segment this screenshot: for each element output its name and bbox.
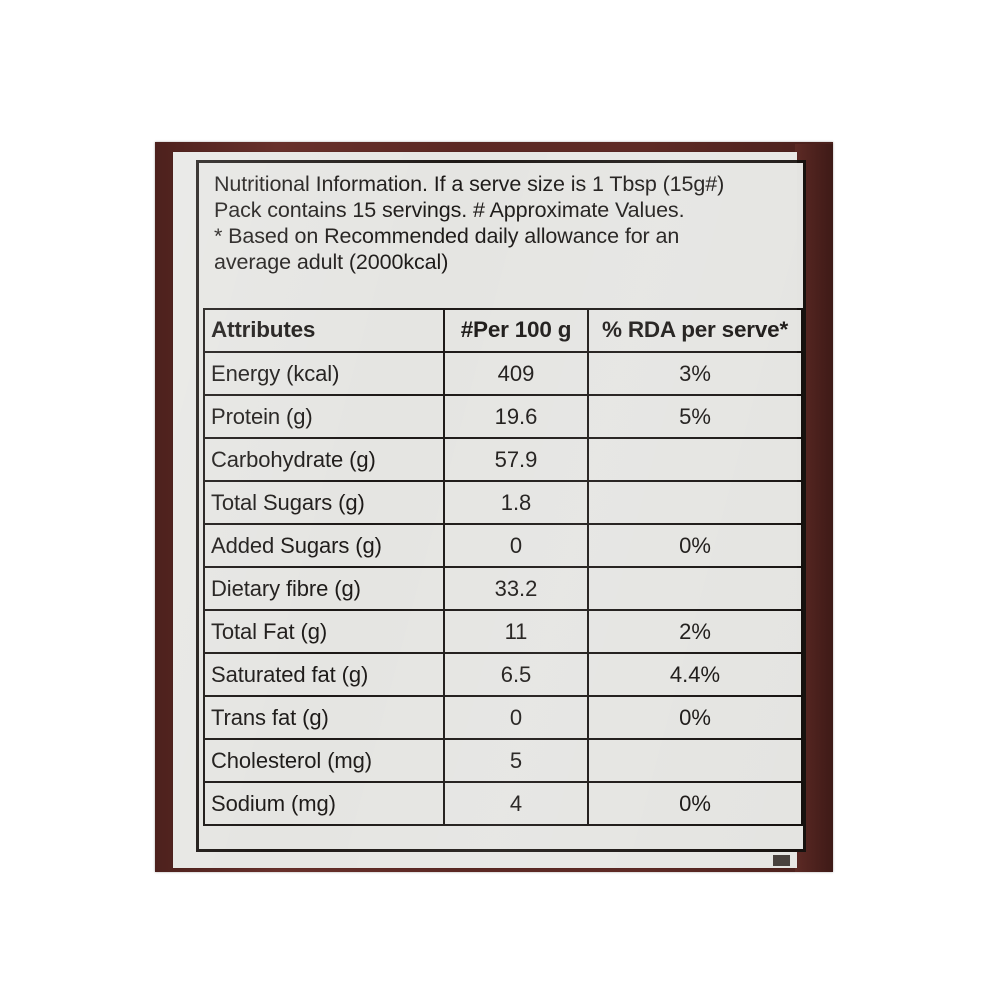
cell-rda: 2% <box>587 609 803 654</box>
cell-rda: 3% <box>587 351 803 396</box>
table-row: Total Sugars (g) 1.8 <box>203 480 803 525</box>
cell-rda: 4.4% <box>587 652 803 697</box>
cell-rda <box>587 566 803 611</box>
table-body: Energy (kcal) 409 3% Protein (g) 19.6 5% Carbo… <box>203 351 803 826</box>
table-row: Cholesterol (mg) 5 <box>203 738 803 783</box>
cell-per-100g: 19.6 <box>443 394 589 439</box>
table-row: Dietary fibre (g) 33.2 <box>203 566 803 611</box>
cell-rda: 0% <box>587 781 803 826</box>
cell-attribute: Added Sugars (g) <box>203 523 445 568</box>
cell-rda: 0% <box>587 695 803 740</box>
table-row: Trans fat (g) 0 0% <box>203 695 803 740</box>
table-row: Saturated fat (g) 6.5 4.4% <box>203 652 803 697</box>
cell-rda: 5% <box>587 394 803 439</box>
table-row: Total Fat (g) 11 2% <box>203 609 803 654</box>
cell-attribute: Trans fat (g) <box>203 695 445 740</box>
table-header-row: Attributes #Per 100 g % RDA per serve* <box>203 308 803 353</box>
header-attributes: Attributes <box>203 308 445 353</box>
cell-attribute: Energy (kcal) <box>203 351 445 396</box>
table-row: Carbohydrate (g) 57.9 <box>203 437 803 482</box>
nutrition-table: Attributes #Per 100 g % RDA per serve* E… <box>203 308 803 826</box>
cell-per-100g: 57.9 <box>443 437 589 482</box>
header-rda-per-serve: % RDA per serve* <box>587 308 803 353</box>
table-row: Sodium (mg) 4 0% <box>203 781 803 826</box>
table-row: Energy (kcal) 409 3% <box>203 351 803 396</box>
cell-per-100g: 33.2 <box>443 566 589 611</box>
cell-rda <box>587 437 803 482</box>
cell-attribute: Carbohydrate (g) <box>203 437 445 482</box>
cell-per-100g: 0 <box>443 695 589 740</box>
table-row: Added Sugars (g) 0 0% <box>203 523 803 568</box>
cell-rda <box>587 480 803 525</box>
cell-attribute: Dietary fibre (g) <box>203 566 445 611</box>
table-header: Attributes #Per 100 g % RDA per serve* <box>203 308 803 353</box>
table-row: Protein (g) 19.6 5% <box>203 394 803 439</box>
cell-per-100g: 11 <box>443 609 589 654</box>
cell-per-100g: 6.5 <box>443 652 589 697</box>
cell-attribute: Sodium (mg) <box>203 781 445 826</box>
cell-per-100g: 4 <box>443 781 589 826</box>
cell-attribute: Total Sugars (g) <box>203 480 445 525</box>
cell-per-100g: 1.8 <box>443 480 589 525</box>
nutritional-information-intro: Nutritional Information. If a serve size… <box>214 172 725 274</box>
cell-per-100g: 0 <box>443 523 589 568</box>
cell-per-100g: 5 <box>443 738 589 783</box>
header-per-100g: #Per 100 g <box>443 308 589 353</box>
cell-attribute: Protein (g) <box>203 394 445 439</box>
cell-attribute: Total Fat (g) <box>203 609 445 654</box>
cell-per-100g: 409 <box>443 351 589 396</box>
cell-rda <box>587 738 803 783</box>
cell-attribute: Cholesterol (mg) <box>203 738 445 783</box>
cell-rda: 0% <box>587 523 803 568</box>
cell-attribute: Saturated fat (g) <box>203 652 445 697</box>
label-speck-mark <box>773 855 790 866</box>
